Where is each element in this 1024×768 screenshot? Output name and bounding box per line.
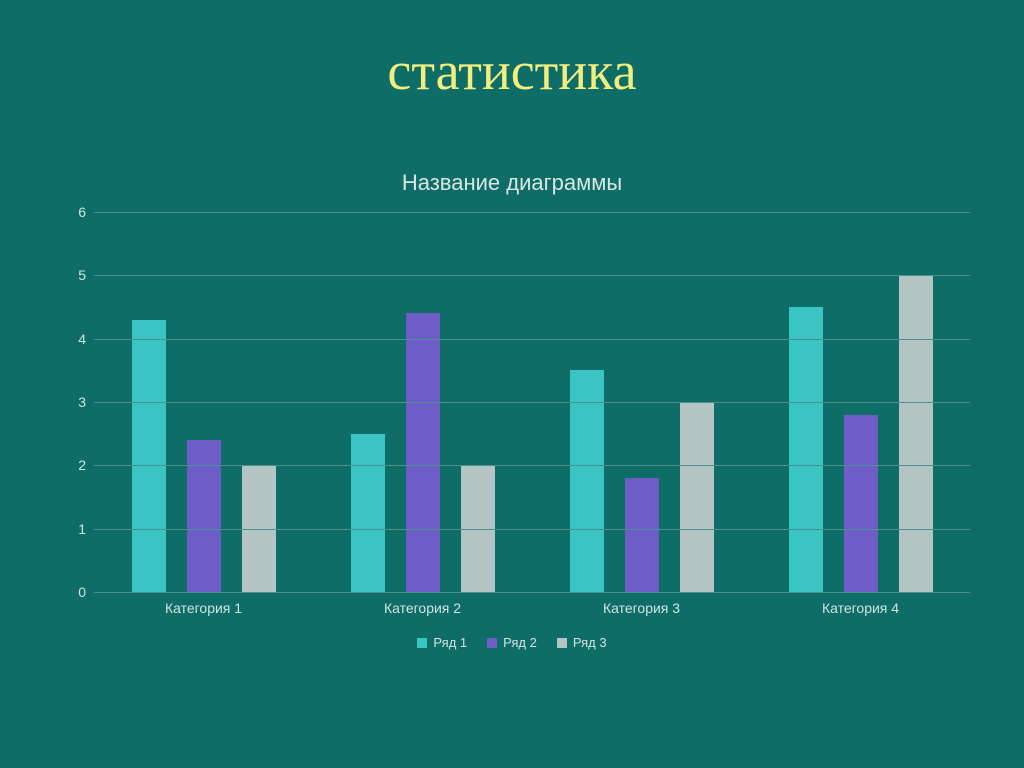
chart-legend: Ряд 1 Ряд 2 Ряд 3 (54, 634, 970, 650)
chart-gridline (94, 339, 970, 340)
chart-ytick: 5 (66, 267, 86, 283)
page-title: статистика (0, 40, 1024, 102)
chart: Название диаграммы 0123456 Категория 1Ка… (54, 170, 970, 650)
legend-label: Ряд 1 (433, 635, 467, 650)
chart-ytick: 0 (66, 584, 86, 600)
legend-swatch (417, 638, 427, 648)
legend-item: Ряд 2 (487, 634, 537, 650)
chart-bar (406, 313, 440, 592)
chart-x-labels: Категория 1 Категория 2 Категория 3 Категор… (94, 600, 970, 628)
chart-plot-area: 0123456 (94, 212, 970, 592)
legend-swatch (487, 638, 497, 648)
chart-category-label: Категория 3 (603, 600, 680, 616)
chart-bar (844, 415, 878, 592)
chart-gridline (94, 529, 970, 530)
chart-bar (132, 320, 166, 592)
chart-gridline (94, 275, 970, 276)
chart-category-label: Категория 1 (165, 600, 242, 616)
chart-ytick: 4 (66, 331, 86, 347)
chart-category-label: Категория 2 (384, 600, 461, 616)
legend-swatch (557, 638, 567, 648)
legend-item: Ряд 1 (417, 634, 467, 650)
chart-bar (899, 275, 933, 592)
chart-bar (789, 307, 823, 592)
chart-bar (680, 402, 714, 592)
chart-gridline (94, 465, 970, 466)
chart-ytick: 2 (66, 457, 86, 473)
chart-gridline (94, 592, 970, 593)
chart-gridline (94, 212, 970, 213)
legend-label: Ряд 3 (573, 635, 607, 650)
chart-ytick: 1 (66, 521, 86, 537)
legend-label: Ряд 2 (503, 635, 537, 650)
chart-bar (187, 440, 221, 592)
chart-bar (625, 478, 659, 592)
chart-category-label: Категория 4 (822, 600, 899, 616)
slide: статистика Название диаграммы 0123456 Ка… (0, 0, 1024, 768)
chart-bar (351, 434, 385, 592)
legend-item: Ряд 3 (557, 634, 607, 650)
chart-ytick: 6 (66, 204, 86, 220)
chart-gridline (94, 402, 970, 403)
chart-bar (570, 370, 604, 592)
chart-ytick: 3 (66, 394, 86, 410)
chart-title: Название диаграммы (54, 170, 970, 196)
